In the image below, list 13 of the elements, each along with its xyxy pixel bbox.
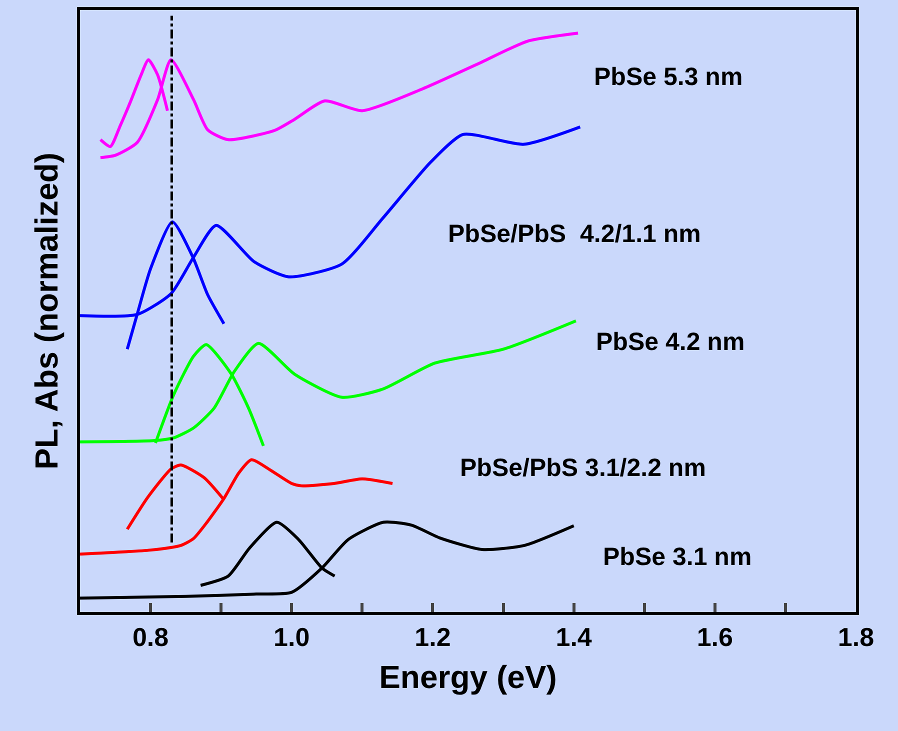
y-axis-title: PL, Abs (normalized) [28, 152, 64, 470]
x-tick-label: 0.8 [132, 622, 169, 652]
annotation: PbSe 5.3 nm [594, 63, 743, 91]
annotation: PbSe 3.1 nm [603, 543, 752, 571]
annotation: PbSe 4.2 nm [596, 328, 745, 356]
x-tick-label: 1.4 [556, 622, 592, 652]
annotation: PbSe/PbS 3.1/2.2 nm [460, 454, 706, 482]
x-tick-label: 1.0 [274, 622, 310, 652]
x-tick-label: 1.8 [838, 622, 874, 652]
x-axis-title: Energy (eV) [379, 659, 557, 696]
x-tick-label: 1.6 [696, 622, 733, 652]
x-tick-label: 1.2 [414, 622, 451, 652]
annotation: PbSe/PbS 4.2/1.1 nm [448, 220, 701, 248]
